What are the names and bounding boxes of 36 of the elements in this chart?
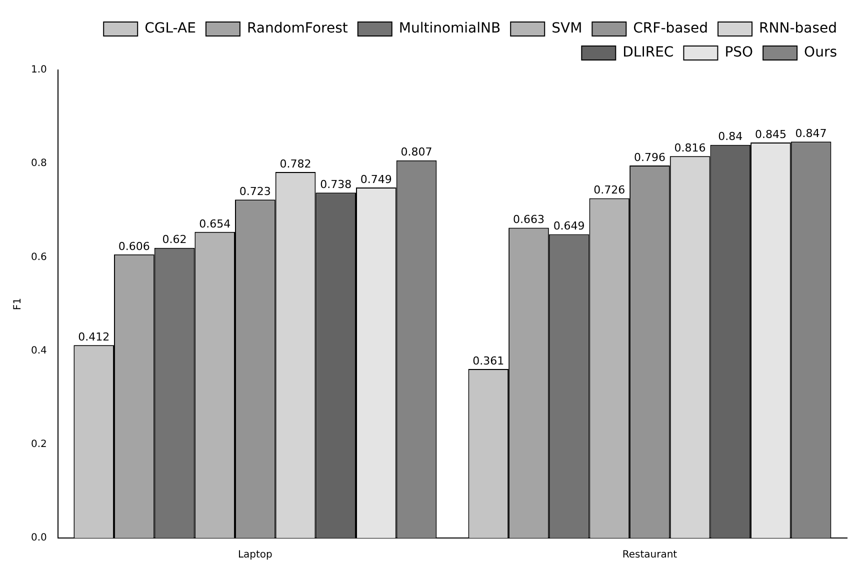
data-label: 0.845 — [754, 128, 786, 141]
y-tick-label: 1.0 — [30, 64, 47, 76]
data-label: 0.738 — [320, 178, 352, 191]
legend-label: CRF-based — [633, 20, 708, 37]
data-label: 0.84 — [718, 130, 743, 144]
data-label: 0.782 — [280, 157, 312, 170]
data-label: 0.412 — [78, 330, 110, 344]
data-label: 0.749 — [360, 172, 392, 186]
data-label: 0.726 — [594, 184, 626, 197]
y-tick-label: 0.2 — [30, 438, 47, 450]
legend-label: MultinomialNB — [398, 20, 501, 37]
data-label: 0.796 — [634, 150, 666, 164]
legend-label: DLIREC — [622, 44, 674, 61]
y-tick-label: 0.4 — [30, 345, 47, 356]
data-label: 0.654 — [199, 217, 231, 230]
legend-label: RandomForest — [246, 20, 348, 37]
x-tick-label: Restaurant — [622, 550, 678, 561]
data-label: 0.816 — [674, 141, 706, 154]
data-label: 0.62 — [162, 233, 187, 246]
legend-label: Ours — [804, 44, 838, 61]
y-tick-label: 0.6 — [30, 252, 47, 263]
data-label: 0.807 — [400, 146, 432, 159]
legend-label: SVM — [552, 20, 582, 37]
x-tick-label: Laptop — [238, 550, 272, 561]
data-label: 0.723 — [239, 184, 271, 198]
data-label: 0.649 — [553, 220, 585, 233]
data-label: 0.847 — [795, 126, 827, 140]
legend-label: RNN-based — [759, 20, 837, 37]
data-label: 0.361 — [472, 354, 504, 368]
y-axis-title: F1 — [12, 298, 24, 310]
y-tick-label: 0.8 — [30, 158, 47, 170]
legend-label: PSO — [724, 44, 754, 61]
legend-label: CGL-AE — [144, 20, 196, 37]
data-label: 0.606 — [118, 240, 150, 253]
data-label: 0.663 — [512, 213, 544, 226]
y-tick-label: 0.0 — [30, 532, 47, 544]
